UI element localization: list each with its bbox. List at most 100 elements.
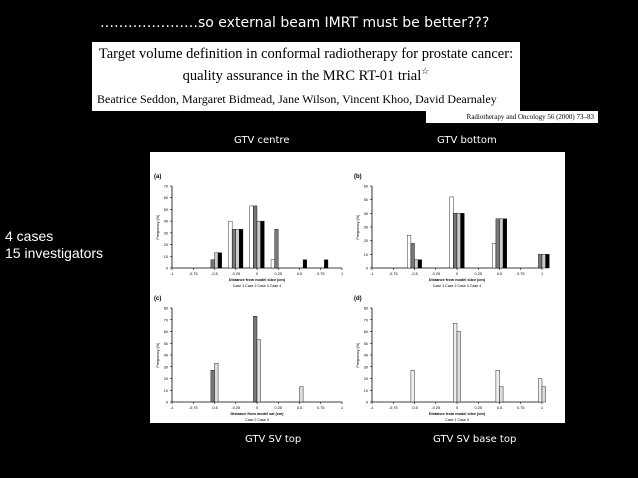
y-tick-label: 30 (364, 365, 368, 369)
bar (253, 316, 258, 403)
bar (538, 378, 543, 403)
bar (502, 218, 507, 269)
y-axis-title: Frequency (%) (156, 342, 160, 368)
bar (256, 339, 261, 403)
bar (541, 386, 546, 403)
panel-letter: (a) (154, 174, 161, 180)
bar (260, 220, 265, 269)
bar (449, 196, 454, 269)
paper-title-card: Target volume definition in conformal ra… (92, 42, 520, 111)
x-tick-label: -0.25 (231, 272, 240, 276)
bar (210, 370, 215, 403)
y-tick-label: 60 (364, 330, 368, 334)
legend-text: Case 2 Case 3 (245, 418, 269, 422)
y-tick-label: 10 (364, 253, 368, 257)
paper-citation: Radiotherapy and Oncology 56 (2000) 73–8… (426, 111, 598, 123)
bar (228, 220, 233, 269)
y-tick-label: 80 (364, 307, 368, 311)
x-tick-label: -0.75 (189, 272, 198, 276)
histogram-panel-1: (a) 0 10 20 30 40 50 60 70 -1 -0.75 -0.5 -0.25 0 0.25 0… (154, 174, 343, 288)
bar (410, 370, 415, 403)
y-tick-label: 30 (364, 226, 368, 230)
paper-title: Target volume definition in conformal ra… (92, 46, 520, 85)
bar (299, 386, 304, 403)
y-tick-label: 0 (366, 267, 368, 271)
x-tick-label: 0.5 (497, 272, 502, 276)
x-tick-label: 0.25 (475, 272, 482, 276)
x-tick-label: -0.75 (389, 406, 398, 410)
y-tick-label: 40 (164, 220, 168, 224)
histogram-panel-3: (c) 0 10 20 30 40 50 60 70 80 -1 -0.75 -0.5 -0.25 0 0.2… (154, 296, 343, 422)
x-tick-label: -0.75 (389, 272, 398, 276)
x-tick-label: 1 (341, 272, 343, 276)
bar (324, 259, 329, 269)
paper-title-line-2: quality assurance in the MRC RT-01 trial (182, 67, 422, 84)
bar (231, 229, 236, 269)
y-tick-label: 10 (364, 389, 368, 393)
y-tick-label: 50 (364, 198, 368, 202)
label-gtv-sv-top: GTV SV top (245, 434, 302, 445)
bar (214, 252, 219, 269)
label-gtv-sv-base-top: GTV SV base top (433, 434, 517, 445)
bar (256, 220, 261, 269)
x-tick-label: -0.5 (211, 406, 218, 410)
y-tick-label: 60 (164, 196, 168, 200)
side-note-investigators: 15 investigators (5, 245, 104, 261)
y-tick-label: 60 (164, 330, 168, 334)
y-tick-label: 50 (164, 208, 168, 212)
y-tick-label: 10 (164, 255, 168, 259)
x-tick-label: -0.75 (189, 406, 198, 410)
x-tick-label: 0.75 (317, 406, 324, 410)
legend-text: Case 1 Case 3 (445, 418, 469, 422)
y-tick-label: 70 (164, 185, 168, 189)
bar (414, 259, 419, 269)
legend-text: Case 1 Case 2 Case 3 Case 4 (433, 284, 482, 288)
label-gtv-centre: GTV centre (234, 135, 290, 146)
bar (302, 259, 307, 269)
x-tick-label: 0.25 (275, 272, 282, 276)
side-note-cases: 4 cases (5, 228, 54, 244)
x-tick-label: -0.25 (231, 406, 240, 410)
bar (407, 234, 412, 269)
paper-authors-rest: , Margaret Bidmead, Jane Wilson, Vincent… (175, 92, 497, 106)
x-axis-title: Distance from model slice (cm) (429, 278, 486, 282)
bar (274, 229, 279, 269)
bar (235, 229, 240, 269)
y-tick-label: 60 (364, 185, 368, 189)
y-tick-label: 20 (164, 243, 168, 247)
panel-letter: (d) (354, 296, 362, 302)
y-tick-label: 50 (164, 342, 168, 346)
paper-author-first: Beatrice Seddon (97, 92, 176, 106)
histogram-figure: (a) 0 10 20 30 40 50 60 70 -1 -0.75 -0.5 -0.25 0 0.25 0… (150, 152, 565, 423)
bar (538, 254, 543, 269)
x-tick-label: -0.25 (431, 272, 440, 276)
x-tick-label: -0.5 (211, 272, 218, 276)
y-axis-title: Frequency (%) (356, 342, 360, 368)
x-tick-label: 0.25 (275, 406, 282, 410)
bar (495, 370, 500, 403)
bar (210, 259, 215, 269)
bar (239, 229, 244, 269)
y-tick-label: 20 (364, 239, 368, 243)
x-tick-label: 0.5 (297, 406, 302, 410)
x-tick-label: -0.5 (411, 406, 418, 410)
bar (249, 205, 254, 269)
panel-letter: (c) (154, 296, 161, 302)
x-tick-label: 1 (341, 406, 343, 410)
bar (453, 213, 458, 269)
bar (499, 218, 504, 269)
x-tick-label: 0 (256, 272, 258, 276)
y-tick-label: 50 (364, 342, 368, 346)
bar (270, 259, 275, 269)
slide-headline: …………………so external beam IMRT must be bet… (100, 15, 490, 31)
y-tick-label: 40 (364, 354, 368, 358)
x-tick-label: 0 (256, 406, 258, 410)
bar (417, 259, 422, 269)
x-tick-label: -1 (170, 406, 173, 410)
y-tick-label: 30 (164, 365, 168, 369)
x-tick-label: 0.75 (517, 406, 524, 410)
label-gtv-bottom: GTV bottom (437, 135, 497, 146)
bar (453, 323, 458, 403)
bar (217, 252, 222, 269)
